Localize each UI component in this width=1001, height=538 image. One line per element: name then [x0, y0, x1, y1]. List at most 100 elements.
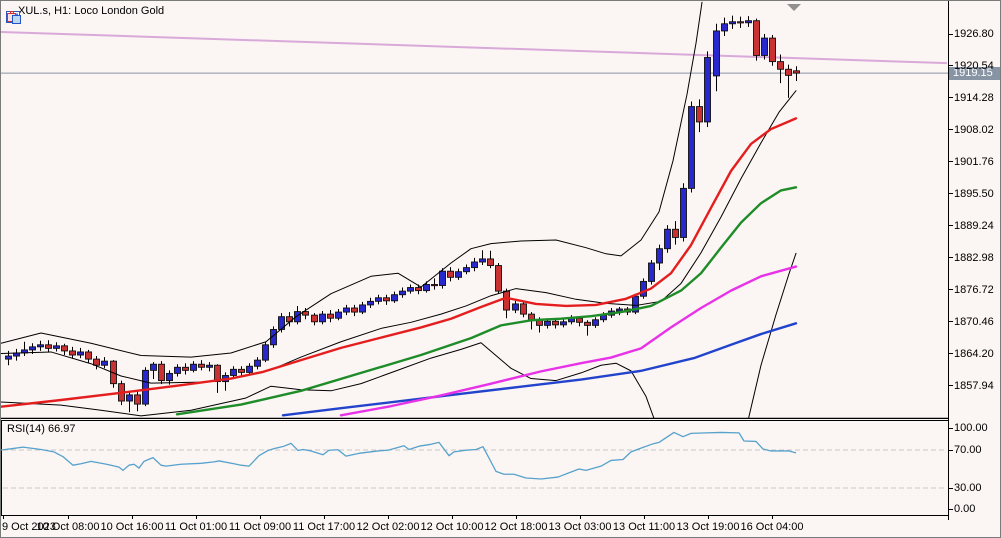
- bear-candle: [182, 366, 189, 371]
- bear-candle: [487, 258, 494, 267]
- rsi-axis-tick: [948, 508, 953, 510]
- bull-candle: [53, 345, 60, 349]
- rsi-indicator-panel[interactable]: [1, 420, 949, 516]
- bull-candle: [632, 295, 639, 313]
- bull-candle: [439, 270, 446, 286]
- time-axis-label: 12 Oct 10:00: [420, 521, 484, 533]
- time-axis-label: 11 Oct 17:00: [292, 521, 356, 533]
- bull-candle: [262, 344, 269, 361]
- rsi-axis-tick: [948, 449, 953, 451]
- bull-candle: [5, 355, 12, 360]
- time-axis-tick: [772, 515, 773, 519]
- time-axis-label: 9 Oct 2023: [2, 521, 56, 533]
- bull-candle: [688, 106, 695, 189]
- time-axis-tick: [196, 515, 197, 519]
- price-axis-tick: [948, 353, 953, 355]
- bull-candle: [319, 313, 326, 323]
- bear-candle: [584, 321, 591, 326]
- price-axis-label: 1901.76: [954, 155, 994, 168]
- time-axis-tick: [3, 515, 4, 519]
- bull-candle: [471, 261, 478, 269]
- bull-candle: [512, 303, 519, 311]
- bull-candle: [745, 20, 752, 24]
- bear-candle: [302, 311, 309, 316]
- bull-candle: [294, 311, 301, 323]
- bear-candle: [503, 290, 510, 311]
- bear-candle: [351, 307, 358, 313]
- bull-candle: [375, 297, 382, 302]
- symbol-title: XUL.s, H1: Loco London Gold: [18, 5, 165, 17]
- bull-candle: [367, 300, 374, 306]
- price-axis-tick: [948, 161, 953, 163]
- bull-candle: [206, 364, 213, 368]
- rsi-axis-tick: [948, 427, 953, 429]
- arrow-down-marker[interactable]: [787, 4, 801, 11]
- bear-candle: [672, 228, 679, 238]
- trendline-pink[interactable]: [1, 30, 948, 65]
- bull-candle: [278, 316, 285, 330]
- bear-candle: [520, 303, 527, 315]
- bull-candle: [616, 308, 623, 312]
- time-axis-tick: [452, 515, 453, 519]
- bear-candle: [793, 70, 800, 74]
- bear-candle: [495, 265, 502, 292]
- rsi-panel-border: [1, 420, 949, 516]
- time-axis-tick: [580, 515, 581, 519]
- bull-candle: [648, 262, 655, 282]
- bear-candle: [447, 270, 454, 278]
- price-axis-tick: [948, 65, 953, 67]
- rsi-indicator-label: RSI(14) 66.97: [7, 423, 76, 435]
- price-axis-tick: [948, 321, 953, 323]
- price-axis-tick: [948, 225, 953, 227]
- bollinger-upper-line: [1, 1, 703, 358]
- bull-candle: [761, 37, 768, 56]
- time-axis-tick: [132, 515, 133, 519]
- time-axis-tick: [516, 515, 517, 519]
- main-price-chart[interactable]: [1, 1, 949, 419]
- bear-candle: [552, 320, 559, 326]
- bull-candle: [150, 363, 157, 371]
- rsi-axis-tick: [948, 487, 953, 489]
- bull-candle: [101, 360, 108, 366]
- rsi-axis-label: 70.00: [954, 444, 982, 456]
- time-axis-label: 13 Oct 19:00: [676, 521, 740, 533]
- bull-candle: [343, 307, 350, 313]
- price-axis-label: 1920.54: [954, 59, 994, 72]
- bear-candle: [576, 317, 583, 323]
- bull-candle: [721, 23, 728, 32]
- bull-candle: [729, 21, 736, 25]
- ma-fast-red-line: [1, 117, 798, 408]
- bollinger-middle-line: [1, 90, 797, 384]
- bear-candle: [327, 313, 334, 319]
- bear-candle: [777, 61, 784, 70]
- price-axis-label: 1857.94: [954, 379, 994, 392]
- price-axis-tick: [948, 129, 953, 131]
- price-axis-label: 1914.28: [954, 91, 994, 104]
- bull-candle: [174, 366, 181, 374]
- bull-candle: [680, 187, 687, 238]
- bear-candle: [753, 20, 760, 56]
- bull-candle: [664, 228, 671, 250]
- bear-candle: [93, 358, 100, 366]
- bull-candle: [270, 329, 277, 346]
- time-axis-tick: [388, 515, 389, 519]
- ma-magenta-line: [339, 265, 798, 417]
- price-axis-tick: [948, 193, 953, 195]
- price-axis-label: 1926.80: [954, 28, 994, 40]
- price-axis-label: 1895.50: [954, 187, 994, 200]
- bull-candle: [463, 267, 470, 273]
- bull-candle: [246, 365, 253, 373]
- time-axis-tick: [68, 515, 69, 519]
- bull-candle: [29, 346, 36, 351]
- bull-candle: [544, 320, 551, 326]
- bear-candle: [238, 368, 245, 373]
- bull-candle: [190, 363, 197, 371]
- bear-candle: [61, 345, 68, 352]
- bear-candle: [737, 21, 744, 24]
- bull-candle: [713, 30, 720, 77]
- bull-candle: [335, 311, 342, 319]
- bull-candle: [166, 372, 173, 382]
- price-axis-label: 1889.24: [954, 219, 994, 232]
- ma-green-line: [175, 186, 798, 416]
